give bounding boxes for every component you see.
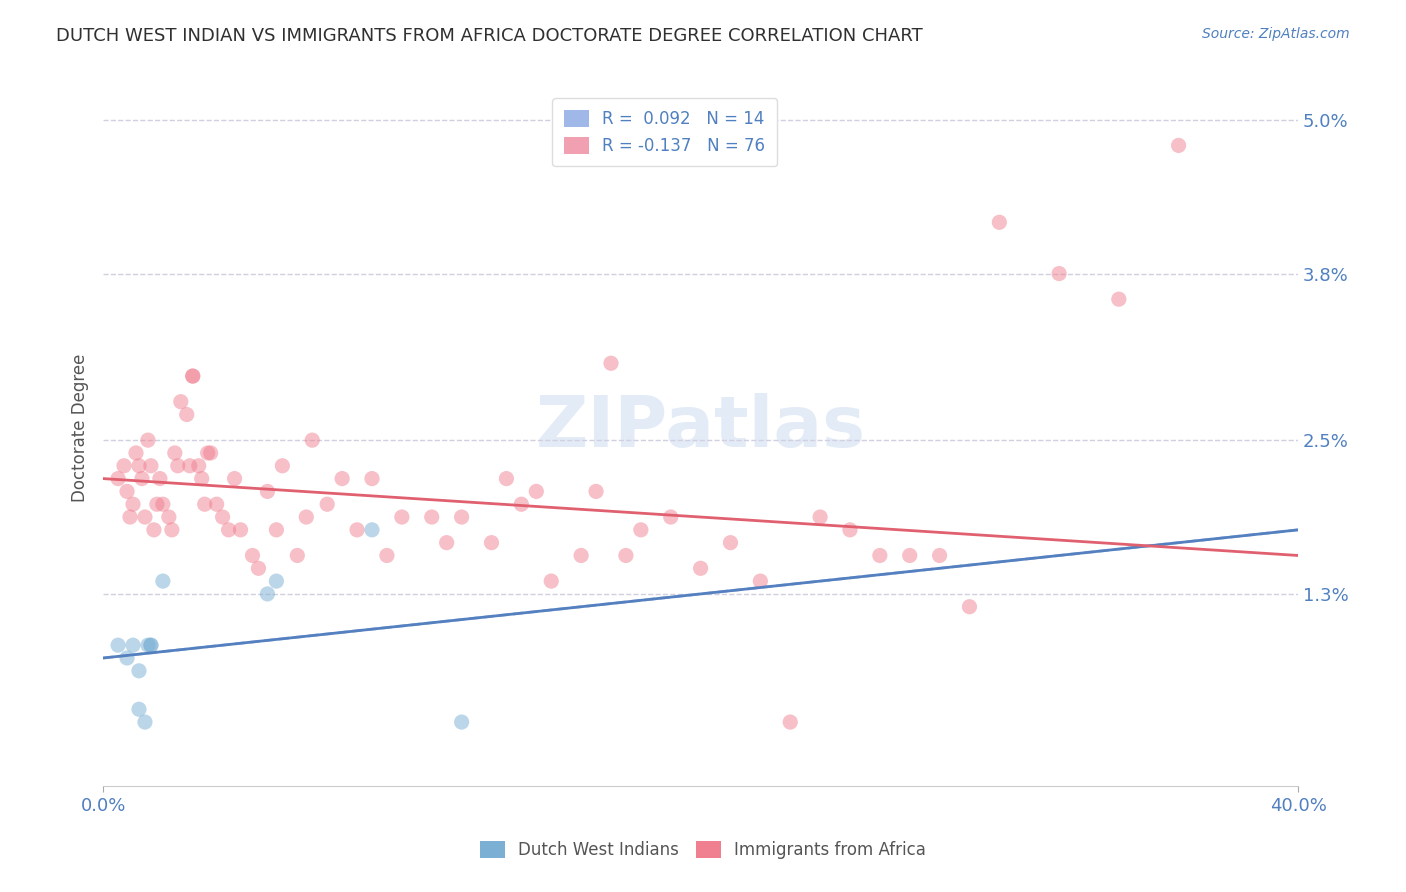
Point — [285, 549, 308, 563]
Point — [330, 472, 353, 486]
Point — [125, 446, 148, 460]
Text: ZIPatlas: ZIPatlas — [536, 392, 866, 462]
Point — [142, 523, 165, 537]
Point — [361, 472, 384, 486]
Point — [187, 458, 209, 473]
Point — [436, 535, 458, 549]
Point — [146, 497, 169, 511]
Point — [266, 574, 288, 588]
Point — [160, 523, 183, 537]
Point — [247, 561, 270, 575]
Point — [524, 484, 547, 499]
Point — [301, 433, 323, 447]
Point — [122, 638, 145, 652]
Point — [163, 446, 186, 460]
Point — [128, 702, 150, 716]
Point — [540, 574, 562, 588]
Point — [170, 394, 193, 409]
Point — [749, 574, 772, 588]
Point — [450, 510, 472, 524]
Point — [115, 651, 138, 665]
Point — [346, 523, 368, 537]
Point — [256, 587, 278, 601]
Point — [361, 523, 384, 537]
Point — [122, 497, 145, 511]
Point — [115, 484, 138, 499]
Legend: Dutch West Indians, Immigrants from Africa: Dutch West Indians, Immigrants from Afri… — [474, 834, 932, 866]
Point — [200, 446, 222, 460]
Point — [316, 497, 339, 511]
Point — [136, 433, 159, 447]
Point — [218, 523, 240, 537]
Point — [118, 510, 141, 524]
Point — [779, 714, 801, 729]
Point — [266, 523, 288, 537]
Point — [585, 484, 607, 499]
Y-axis label: Doctorate Degree: Doctorate Degree — [72, 353, 89, 501]
Point — [149, 472, 172, 486]
Point — [139, 638, 162, 652]
Text: Source: ZipAtlas.com: Source: ZipAtlas.com — [1202, 27, 1350, 41]
Point — [420, 510, 443, 524]
Point — [166, 458, 188, 473]
Point — [375, 549, 398, 563]
Point — [139, 458, 162, 473]
Point — [194, 497, 217, 511]
Point — [107, 472, 129, 486]
Point — [136, 638, 159, 652]
Point — [134, 510, 156, 524]
Point — [898, 549, 921, 563]
Point — [391, 510, 413, 524]
Point — [959, 599, 981, 614]
Point — [256, 484, 278, 499]
Point — [495, 472, 517, 486]
Point — [689, 561, 711, 575]
Point — [569, 549, 592, 563]
Point — [128, 664, 150, 678]
Point — [205, 497, 228, 511]
Point — [659, 510, 682, 524]
Point — [112, 458, 135, 473]
Point — [839, 523, 862, 537]
Point — [157, 510, 180, 524]
Point — [1108, 292, 1130, 306]
Point — [139, 638, 162, 652]
Point — [481, 535, 503, 549]
Point — [197, 446, 219, 460]
Point — [450, 714, 472, 729]
Point — [134, 714, 156, 729]
Point — [190, 472, 212, 486]
Legend: R =  0.092   N = 14, R = -0.137   N = 76: R = 0.092 N = 14, R = -0.137 N = 76 — [553, 98, 778, 167]
Point — [600, 356, 623, 370]
Point — [271, 458, 294, 473]
Point — [928, 549, 950, 563]
Point — [181, 369, 204, 384]
Point — [869, 549, 891, 563]
Point — [176, 408, 198, 422]
Point — [131, 472, 153, 486]
Point — [152, 574, 174, 588]
Point — [630, 523, 652, 537]
Point — [1167, 138, 1189, 153]
Point — [181, 369, 204, 384]
Point — [988, 215, 1011, 229]
Point — [510, 497, 533, 511]
Point — [211, 510, 233, 524]
Point — [295, 510, 318, 524]
Point — [614, 549, 637, 563]
Point — [128, 458, 150, 473]
Text: DUTCH WEST INDIAN VS IMMIGRANTS FROM AFRICA DOCTORATE DEGREE CORRELATION CHART: DUTCH WEST INDIAN VS IMMIGRANTS FROM AFR… — [56, 27, 922, 45]
Point — [107, 638, 129, 652]
Point — [152, 497, 174, 511]
Point — [224, 472, 246, 486]
Point — [808, 510, 831, 524]
Point — [242, 549, 264, 563]
Point — [1047, 267, 1070, 281]
Point — [179, 458, 201, 473]
Point — [720, 535, 742, 549]
Point — [229, 523, 252, 537]
